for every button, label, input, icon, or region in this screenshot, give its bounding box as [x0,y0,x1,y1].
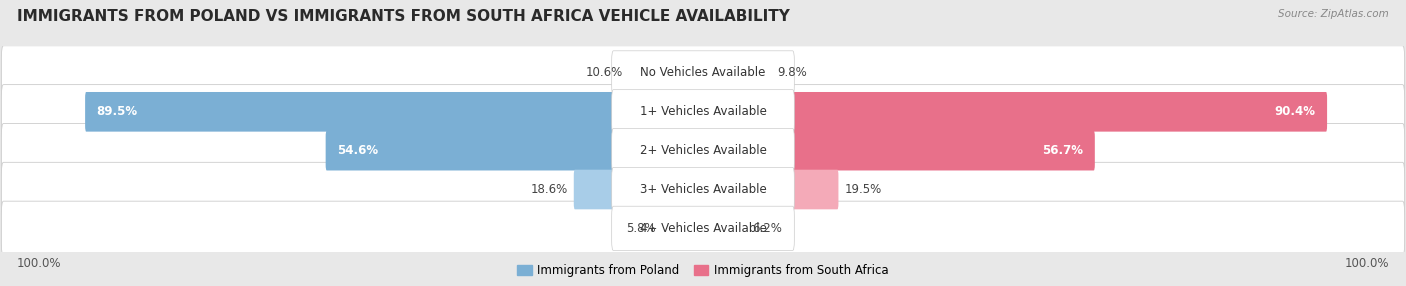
FancyBboxPatch shape [702,208,747,248]
Text: 3+ Vehicles Available: 3+ Vehicles Available [640,183,766,196]
Text: 18.6%: 18.6% [530,183,568,196]
FancyBboxPatch shape [1,85,1405,139]
Legend: Immigrants from Poland, Immigrants from South Africa: Immigrants from Poland, Immigrants from … [517,264,889,277]
FancyBboxPatch shape [702,170,838,209]
FancyBboxPatch shape [662,208,704,248]
FancyBboxPatch shape [612,128,794,173]
FancyBboxPatch shape [612,206,794,251]
FancyBboxPatch shape [612,51,794,95]
Text: IMMIGRANTS FROM POLAND VS IMMIGRANTS FROM SOUTH AFRICA VEHICLE AVAILABILITY: IMMIGRANTS FROM POLAND VS IMMIGRANTS FRO… [17,9,790,23]
FancyBboxPatch shape [86,92,704,132]
FancyBboxPatch shape [702,53,772,93]
Text: 89.5%: 89.5% [97,105,138,118]
FancyBboxPatch shape [574,170,704,209]
Text: 100.0%: 100.0% [1344,257,1389,270]
Text: 90.4%: 90.4% [1275,105,1316,118]
FancyBboxPatch shape [612,90,794,134]
Text: 6.2%: 6.2% [752,222,783,235]
FancyBboxPatch shape [1,201,1405,256]
Text: 5.8%: 5.8% [627,222,657,235]
FancyBboxPatch shape [1,162,1405,217]
Text: 54.6%: 54.6% [337,144,378,157]
Text: 100.0%: 100.0% [17,257,62,270]
Text: 56.7%: 56.7% [1042,144,1084,157]
Text: Source: ZipAtlas.com: Source: ZipAtlas.com [1278,9,1389,19]
Text: 10.6%: 10.6% [586,66,623,80]
FancyBboxPatch shape [1,124,1405,178]
FancyBboxPatch shape [628,53,704,93]
FancyBboxPatch shape [702,131,1095,170]
Text: 19.5%: 19.5% [844,183,882,196]
FancyBboxPatch shape [1,46,1405,100]
FancyBboxPatch shape [326,131,704,170]
Text: No Vehicles Available: No Vehicles Available [640,66,766,80]
FancyBboxPatch shape [612,167,794,212]
Text: 9.8%: 9.8% [778,66,807,80]
Text: 4+ Vehicles Available: 4+ Vehicles Available [640,222,766,235]
FancyBboxPatch shape [702,92,1327,132]
Text: 2+ Vehicles Available: 2+ Vehicles Available [640,144,766,157]
Text: 1+ Vehicles Available: 1+ Vehicles Available [640,105,766,118]
